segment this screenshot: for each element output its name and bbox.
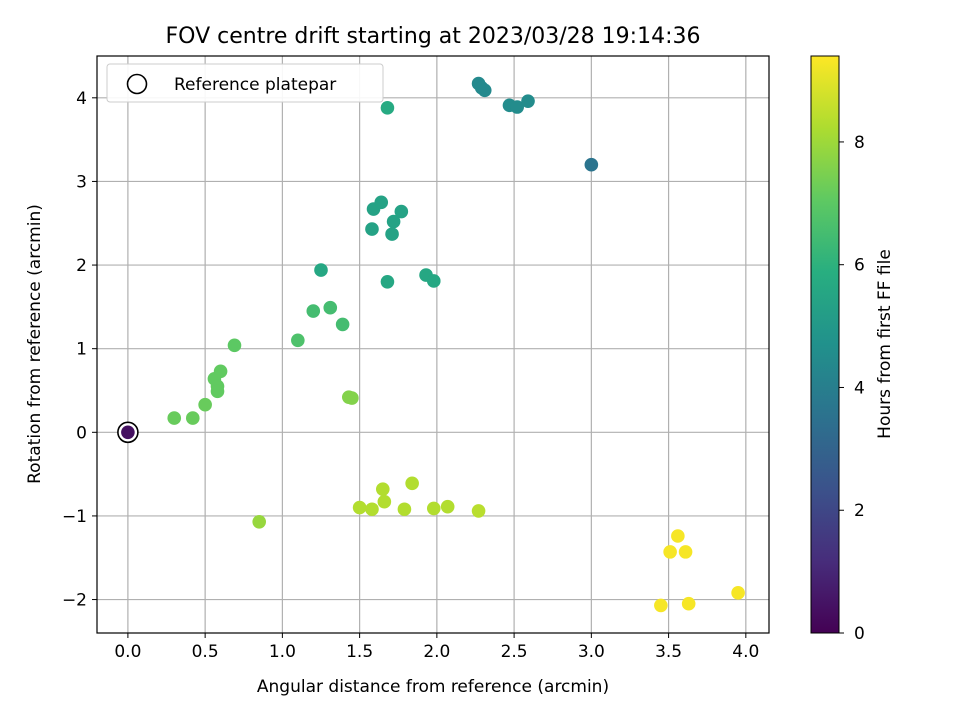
legend-label: Reference platepar [174, 75, 336, 95]
x-tick-label: 2.5 [501, 642, 528, 662]
x-tick-label: 1.0 [269, 642, 296, 662]
x-tick-label: 0.0 [114, 642, 141, 662]
drift-point [374, 195, 389, 210]
drift-point [210, 384, 225, 399]
legend: Reference platepar [106, 63, 384, 103]
drift-point [377, 494, 392, 509]
drift-point [121, 425, 135, 440]
colorbar: 0 2 4 6 8 Hours from first FF file [810, 55, 895, 644]
drift-point [471, 504, 486, 518]
legend-marker-icon [126, 73, 148, 95]
y-tick-label: 3 [76, 172, 87, 192]
drift-point [671, 529, 685, 543]
y-tick-label: 4 [76, 89, 87, 109]
drift-point [375, 482, 390, 496]
drift-point [678, 545, 693, 559]
x-tick-label: 3.0 [578, 642, 605, 662]
y-axis-label: Rotation from reference (arcmin) [25, 204, 45, 484]
colorbar-tick-label: 8 [854, 133, 865, 153]
drift-point [380, 101, 395, 115]
y-tick-label: −1 [62, 507, 87, 527]
plot-area: 0.0 0.5 1.0 1.5 2.0 2.5 3.0 3.5 4.0 −2 −1 0 1 2 3 4 [62, 55, 770, 662]
colorbar-ticks: 0 2 4 6 8 [839, 133, 865, 644]
x-tick-label: 1.5 [346, 642, 373, 662]
drift-point [352, 500, 367, 515]
drift-point [227, 338, 242, 353]
drift-point [323, 300, 338, 315]
drift-point [731, 586, 745, 600]
drift-point [394, 204, 409, 219]
chart-title: FOV centre drift starting at 2023/03/28 … [166, 24, 701, 49]
colorbar-tick-label: 0 [854, 624, 865, 644]
x-axis-label: Angular distance from reference (arcmin) [257, 677, 609, 697]
y-tick-label: 1 [76, 340, 87, 360]
scatter-points [117, 76, 745, 613]
drift-point [185, 411, 200, 425]
drift-point [167, 411, 182, 425]
colorbar-tick-label: 4 [854, 378, 865, 398]
drift-point [291, 333, 305, 348]
x-tick-label: 0.5 [192, 642, 219, 662]
drift-point [365, 222, 379, 236]
y-tick-label: 0 [76, 423, 87, 443]
drift-point [521, 94, 535, 108]
drift-point [477, 83, 492, 98]
drift-point [385, 227, 399, 241]
drift-point [198, 397, 212, 412]
drift-point [397, 502, 412, 517]
x-tick-label: 3.5 [655, 642, 682, 662]
colorbar-gradient [810, 55, 840, 634]
drift-point [405, 476, 419, 491]
drift-point [426, 274, 441, 288]
drift-point [380, 274, 395, 289]
colorbar-tick-label: 6 [854, 256, 865, 276]
drift-point [252, 514, 267, 529]
drift-point [345, 391, 359, 405]
drift-point [681, 596, 696, 611]
grid [97, 56, 769, 633]
colorbar-label: Hours from first FF file [875, 249, 895, 439]
x-tick-label: 4.0 [732, 642, 759, 662]
y-tick-label: 2 [76, 256, 87, 276]
drift-point [335, 317, 350, 332]
drift-point [426, 501, 441, 516]
drift-point [510, 100, 524, 114]
y-tick-label: −2 [62, 591, 87, 611]
colorbar-tick-label: 2 [854, 501, 865, 521]
drift-point [386, 214, 401, 229]
drift-point [663, 545, 677, 559]
drift-point [306, 304, 321, 318]
drift-point [314, 263, 328, 277]
legend-box [106, 63, 384, 103]
drift-point [440, 499, 455, 514]
drift-point [365, 502, 379, 517]
x-tick-label: 2.0 [423, 642, 450, 662]
axis-ticks: 0.0 0.5 1.0 1.5 2.0 2.5 3.0 3.5 4.0 −2 −1 0 1 2 3 4 [62, 89, 759, 662]
drift-point [654, 598, 668, 613]
plot-frame [96, 55, 770, 634]
drift-point [584, 157, 599, 172]
